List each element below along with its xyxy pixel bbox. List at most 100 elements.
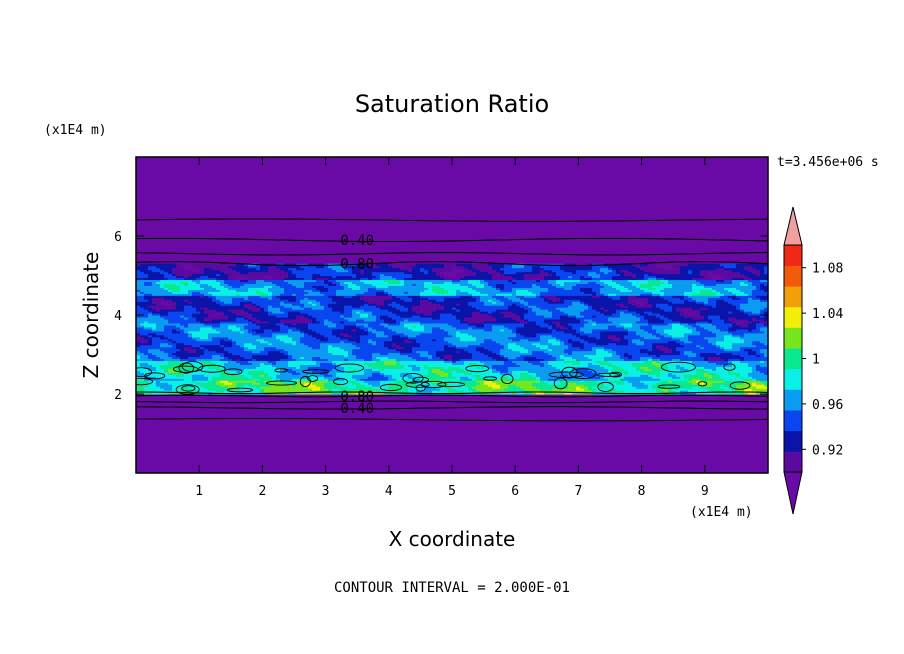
contour-fill-cell: [472, 350, 477, 354]
contour-fill-cell: [240, 352, 245, 356]
contour-fill-cell: [304, 358, 309, 362]
contour-fill-cell: [192, 382, 197, 385]
contour-fill-cell: [596, 388, 601, 391]
contour-fill-cell: [348, 356, 353, 360]
contour-fill-cell: [456, 374, 461, 377]
contour-fill-cell: [536, 382, 541, 385]
contour-fill-cell: [420, 370, 425, 373]
contour-fill-cell: [152, 354, 157, 358]
contour-fill-cell: [628, 350, 633, 354]
contour-fill-cell: [340, 350, 345, 354]
contour-fill-cell: [712, 370, 717, 373]
contour-fill-cell: [620, 376, 625, 379]
contour-fill-cell: [144, 388, 149, 391]
contour-fill-cell: [752, 350, 757, 354]
contour-fill-cell: [220, 368, 225, 371]
contour-fill-cell: [488, 376, 493, 379]
contour-fill-cell: [488, 370, 493, 373]
contour-fill-cell: [496, 392, 501, 395]
contour-fill-cell: [748, 370, 753, 373]
contour-fill-cell: [732, 370, 737, 373]
contour-fill-cell: [620, 390, 625, 393]
contour-fill-cell: [644, 350, 649, 354]
contour-fill-cell: [632, 348, 637, 352]
contour-fill-cell: [668, 380, 673, 383]
contour-fill-cell: [652, 364, 657, 367]
contour-fill-cell: [728, 380, 733, 383]
contour-fill-cell: [156, 384, 161, 387]
contour-fill-cell: [228, 382, 233, 385]
contour-fill-cell: [372, 354, 377, 358]
contour-fill-cell: [276, 350, 281, 354]
contour-fill-cell: [156, 352, 161, 356]
contour-fill-cell: [340, 346, 345, 350]
contour-fill-cell: [396, 362, 401, 365]
contour-fill-cell: [532, 366, 537, 369]
contour-fill-cell: [148, 392, 153, 395]
contour-fill-cell: [252, 382, 257, 385]
contour-fill-cell: [536, 388, 541, 391]
contour-fill-cell: [500, 370, 505, 373]
contour-fill-cell: [732, 372, 737, 375]
contour-fill-cell: [244, 382, 249, 385]
contour-fill-cell: [564, 372, 569, 375]
contour-fill-cell: [136, 352, 141, 356]
contour-fill-cell: [680, 380, 685, 383]
contour-fill-cell: [640, 350, 645, 354]
contour-fill-cell: [436, 376, 441, 379]
contour-fill-cell: [420, 348, 425, 352]
contour-fill-cell: [524, 360, 529, 363]
contour-fill-cell: [508, 346, 513, 350]
contour-fill-cell: [532, 386, 537, 389]
contour-fill-cell: [664, 386, 669, 389]
contour-fill-cell: [192, 350, 197, 354]
contour-fill-cell: [680, 354, 685, 358]
contour-fill-cell: [288, 350, 293, 354]
contour-fill-cell: [196, 366, 201, 369]
contour-fill-cell: [636, 350, 641, 354]
contour-fill-cell: [304, 382, 309, 385]
contour-fill-cell: [632, 380, 637, 383]
contour-fill-cell: [184, 378, 189, 381]
contour-fill-cell: [256, 356, 261, 360]
contour-fill-cell: [708, 360, 713, 363]
contour-fill-cell: [300, 366, 305, 369]
contour-fill-cell: [224, 364, 229, 367]
contour-fill-cell: [732, 368, 737, 371]
contour-fill-cell: [440, 358, 445, 362]
contour-fill-cell: [268, 376, 273, 379]
contour-fill-cell: [516, 390, 521, 393]
contour-fill-cell: [620, 368, 625, 371]
contour-fill-cell: [280, 352, 285, 356]
contour-fill-cell: [604, 388, 609, 391]
contour-fill-cell: [744, 390, 749, 393]
contour-fill-cell: [584, 372, 589, 375]
contour-fill-cell: [712, 374, 717, 377]
contour-fill-cell: [636, 354, 641, 358]
contour-fill-cell: [192, 346, 197, 350]
contour-fill-cell: [728, 360, 733, 363]
contour-fill-cell: [292, 356, 297, 360]
contour-fill-cell: [644, 388, 649, 391]
contour-fill-cell: [464, 346, 469, 350]
contour-fill-cell: [580, 366, 585, 369]
contour-fill-cell: [564, 382, 569, 385]
contour-fill-cell: [716, 360, 721, 363]
contour-fill-cell: [740, 390, 745, 393]
contour-fill-cell: [156, 354, 161, 358]
contour-fill-cell: [404, 366, 409, 369]
contour-fill-cell: [232, 372, 237, 375]
contour-fill-cell: [348, 392, 353, 395]
contour-fill-cell: [664, 368, 669, 371]
contour-fill-cell: [424, 358, 429, 362]
contour-fill-cell: [296, 352, 301, 356]
contour-fill-cell: [228, 384, 233, 387]
contour-fill-cell: [468, 372, 473, 375]
contour-fill-cell: [660, 390, 665, 393]
contour-fill-cell: [544, 380, 549, 383]
contour-fill-cell: [756, 382, 761, 385]
contour-fill-cell: [268, 358, 273, 362]
contour-fill-cell: [688, 368, 693, 371]
contour-fill-cell: [664, 384, 669, 387]
contour-fill-cell: [752, 388, 757, 391]
